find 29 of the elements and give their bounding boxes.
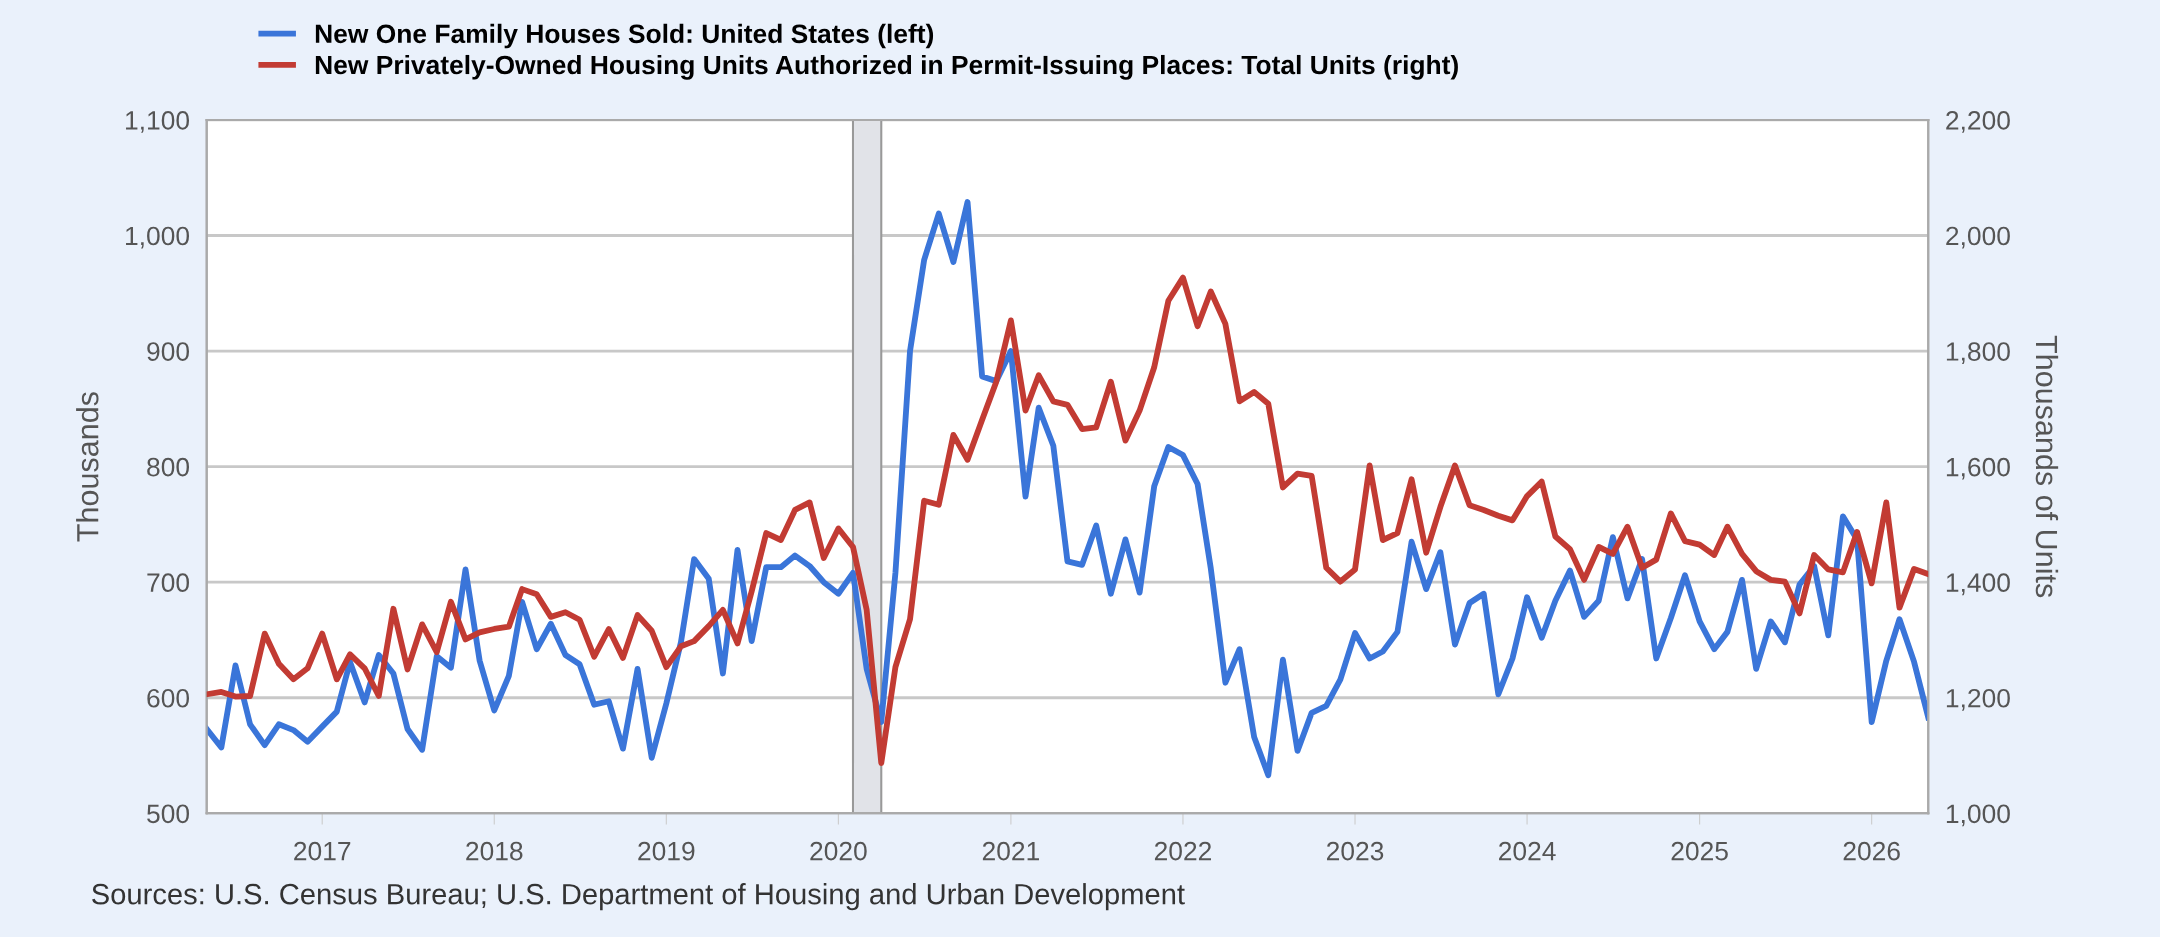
y2-tick-label: 2,000 — [1946, 226, 2010, 249]
y-tick-label: 600 — [147, 688, 190, 708]
x-tick-label: 2022 — [1154, 841, 1211, 861]
y2-tick-label: 1,000 — [1946, 804, 2010, 827]
y-axis-title: Thousands — [76, 392, 99, 542]
y-tick-label: 800 — [147, 457, 190, 477]
y2-tick-label: 1,400 — [1946, 573, 2010, 596]
y2-axis-title: Thousands of Units — [2035, 335, 2059, 598]
x-tick-label: 2017 — [294, 841, 351, 861]
x-tick-label: 2021 — [982, 841, 1039, 861]
x-tick-label: 2024 — [1499, 841, 1556, 861]
y2-tick-label: 1,600 — [1946, 457, 2010, 480]
x-tick-label: 2019 — [638, 841, 695, 861]
y-tick-label: 500 — [147, 804, 190, 824]
y-tick-label: 1,000 — [126, 226, 190, 249]
legend-label: New One Family Houses Sold: United States (left) — [315, 23, 934, 49]
x-tick-label: 2020 — [810, 841, 867, 861]
y-tick-label: 1,100 — [126, 111, 190, 133]
x-tick-label: 2018 — [466, 841, 523, 861]
x-tick-label: 2026 — [1843, 841, 1900, 861]
y2-tick-label: 1,200 — [1946, 688, 2010, 711]
y2-tick-label: 1,800 — [1946, 342, 2010, 364]
y2-tick-label: 2,200 — [1946, 111, 2010, 133]
y-tick-label: 900 — [147, 342, 190, 361]
source-note: Sources: U.S. Census Bureau; U.S. Department of Housing and Urban Development — [92, 883, 1185, 911]
x-tick-label: 2023 — [1327, 841, 1384, 861]
y-tick-label: 700 — [147, 573, 190, 593]
legend-label: New Privately-Owned Housing Units Authorized in Permit-Issuing Places: Total Units (right) — [315, 54, 1458, 80]
x-tick-label: 2025 — [1671, 841, 1728, 861]
